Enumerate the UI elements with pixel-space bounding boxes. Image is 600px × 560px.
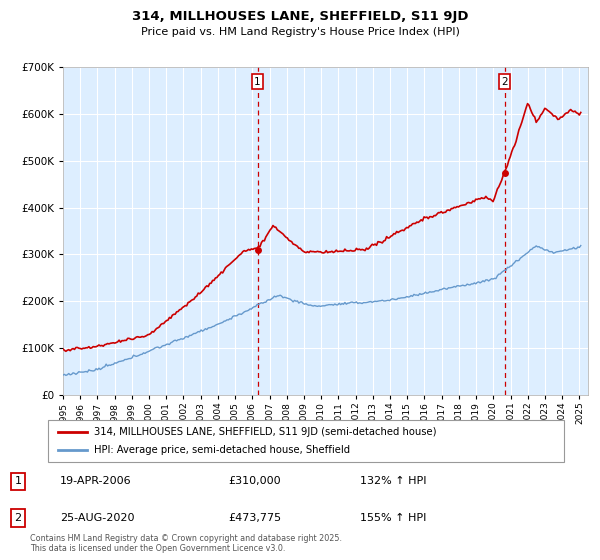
Text: £473,775: £473,775 [228, 513, 281, 522]
Text: 2: 2 [14, 513, 22, 522]
Text: 155% ↑ HPI: 155% ↑ HPI [360, 513, 427, 522]
Text: HPI: Average price, semi-detached house, Sheffield: HPI: Average price, semi-detached house,… [94, 445, 350, 455]
Text: Price paid vs. HM Land Registry's House Price Index (HPI): Price paid vs. HM Land Registry's House … [140, 27, 460, 37]
Text: 1: 1 [254, 77, 261, 87]
Text: 2: 2 [501, 77, 508, 87]
Text: 314, MILLHOUSES LANE, SHEFFIELD, S11 9JD (semi-detached house): 314, MILLHOUSES LANE, SHEFFIELD, S11 9JD… [94, 427, 437, 437]
Text: 314, MILLHOUSES LANE, SHEFFIELD, S11 9JD: 314, MILLHOUSES LANE, SHEFFIELD, S11 9JD [132, 10, 468, 23]
Text: 1: 1 [14, 477, 22, 487]
Text: 25-AUG-2020: 25-AUG-2020 [60, 513, 134, 522]
Text: 19-APR-2006: 19-APR-2006 [60, 477, 131, 487]
Text: £310,000: £310,000 [228, 477, 281, 487]
Text: Contains HM Land Registry data © Crown copyright and database right 2025.
This d: Contains HM Land Registry data © Crown c… [30, 534, 342, 553]
Text: 132% ↑ HPI: 132% ↑ HPI [360, 477, 427, 487]
